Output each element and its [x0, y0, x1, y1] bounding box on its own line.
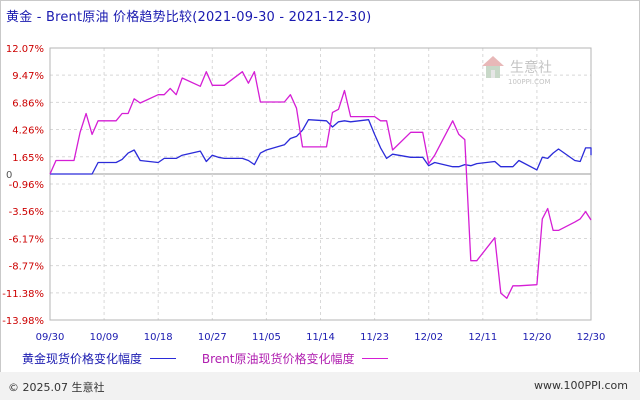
axes: 12.07% 9.47% 6.86% 4.26% 1.65% -0.96% -3.56% -6…	[2, 44, 605, 343]
legend-label-brent: Brent原油现货价格变化幅度	[201, 352, 355, 366]
chart-title: 黄金 - Brent原油 价格趋势比较(2021-09-30 - 2021-12…	[6, 10, 372, 25]
legend-label-gold: 黄金现货价格变化幅度	[22, 352, 143, 366]
legend: 黄金现货价格变化幅度 Brent原油现货价格变化幅度	[22, 350, 410, 367]
series-line-gold	[50, 119, 592, 175]
plot-area	[49, 47, 592, 321]
y-tick-label: -3.56%	[9, 207, 44, 218]
footer: © 2025.07 生意社 www.100PPI.com	[0, 372, 640, 400]
x-tick-label: 12/02	[414, 332, 443, 343]
legend-item-brent: Brent原油现货价格变化幅度	[202, 350, 389, 367]
y-tick-label: 4.26%	[12, 126, 44, 137]
x-tick-label: 11/14	[306, 332, 335, 343]
legend-swatch-brent	[362, 358, 389, 359]
y-tick-label: 9.47%	[12, 71, 44, 82]
x-tick-label: 10/09	[90, 332, 119, 343]
x-tick-label: 10/27	[198, 332, 227, 343]
series	[49, 71, 592, 299]
y-tick-label: 12.07%	[6, 44, 44, 55]
line-chart: 生意社 100PPI.COM 12.07% 9.47% 6.86% 4.26% 1.65…	[2, 44, 605, 343]
y-tick-label: -8.77%	[9, 262, 44, 273]
grid	[49, 47, 592, 321]
y-tick-label: -13.98%	[2, 316, 44, 327]
x-tick-label: 09/30	[36, 332, 65, 343]
y-tick-label: 6.86%	[12, 98, 44, 109]
x-tick-label: 12/11	[468, 332, 497, 343]
x-tick-label: 11/23	[360, 332, 389, 343]
x-tick-label: 11/05	[252, 332, 281, 343]
y-zero-label: 0	[6, 170, 12, 181]
legend-swatch-gold	[150, 358, 177, 359]
y-tick-label: 1.65%	[12, 153, 44, 164]
watermark-url: 100PPI.COM	[508, 78, 551, 86]
y-tick-label: -11.38%	[2, 289, 44, 300]
series-line-brent	[49, 71, 592, 299]
watermark-name: 生意社	[510, 59, 552, 76]
x-tick-label: 10/18	[144, 332, 173, 343]
footer-copyright: © 2025.07 生意社	[8, 381, 105, 394]
footer-url[interactable]: www.100PPI.com	[534, 379, 628, 392]
x-tick-label: 12/20	[522, 332, 551, 343]
watermark-house-icon	[482, 56, 504, 78]
y-tick-label: -0.96%	[9, 180, 44, 191]
legend-item-gold: 黄金现货价格变化幅度	[22, 350, 177, 367]
x-tick-label: 12/30	[577, 332, 606, 343]
watermark: 生意社 100PPI.COM	[482, 56, 552, 86]
y-tick-label: -6.17%	[9, 234, 44, 245]
